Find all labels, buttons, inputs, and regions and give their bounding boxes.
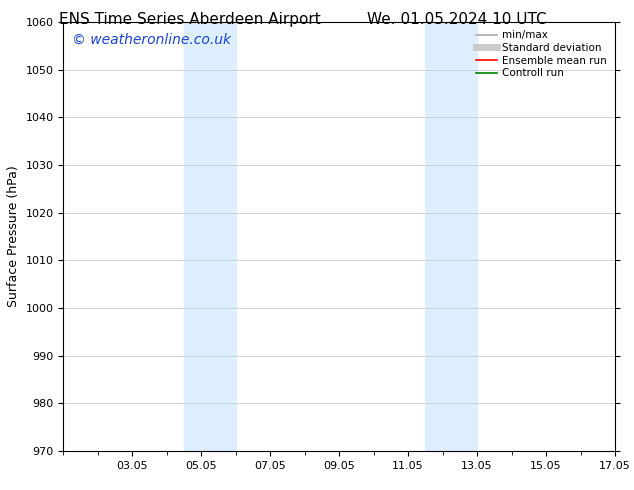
Text: ENS Time Series Aberdeen Airport: ENS Time Series Aberdeen Airport (60, 12, 321, 27)
Text: We. 01.05.2024 10 UTC: We. 01.05.2024 10 UTC (366, 12, 547, 27)
Bar (184, 22, 236, 451)
Bar (425, 22, 477, 451)
Text: © weatheronline.co.uk: © weatheronline.co.uk (72, 33, 231, 47)
Legend: min/max, Standard deviation, Ensemble mean run, Controll run: min/max, Standard deviation, Ensemble me… (473, 27, 610, 81)
Y-axis label: Surface Pressure (hPa): Surface Pressure (hPa) (7, 166, 20, 307)
